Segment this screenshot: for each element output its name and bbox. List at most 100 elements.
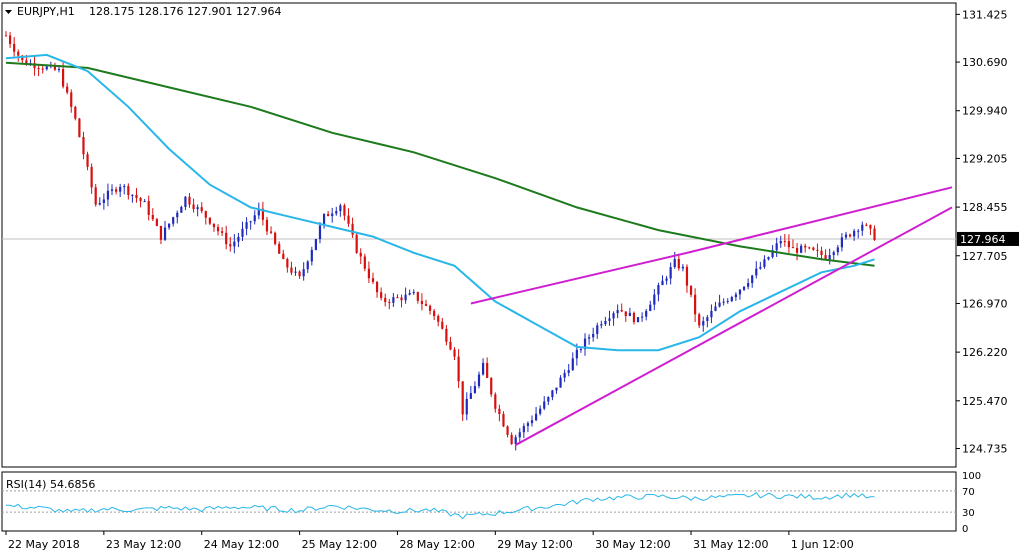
candle-body — [343, 205, 346, 216]
candle-body — [253, 215, 256, 222]
candle-body — [57, 69, 61, 71]
candle-body — [359, 252, 362, 257]
candle-body — [702, 321, 705, 326]
price-tick-label: 130.690 — [962, 56, 1008, 69]
candle-body — [396, 297, 399, 299]
candle-body — [449, 341, 452, 350]
candle-body — [726, 301, 729, 303]
candle-body — [836, 247, 839, 253]
candle-body — [318, 225, 322, 240]
candle-body — [559, 377, 562, 388]
candle-body — [8, 35, 12, 44]
price-axis: 131.425 130.690 129.940 129.205 128.455 127.7… — [956, 8, 1008, 456]
candle-body — [816, 249, 819, 251]
candle-body — [539, 408, 542, 414]
candle-body — [714, 306, 717, 311]
candle-body — [147, 201, 150, 215]
candle-body — [763, 259, 766, 267]
candle-body — [824, 255, 827, 260]
candle-body — [200, 207, 203, 212]
rsi-tick-label: 30 — [962, 508, 975, 519]
price-tick-label: 129.940 — [962, 105, 1008, 118]
candle-body — [151, 214, 154, 220]
price-tick-label: 129.205 — [962, 152, 1008, 165]
candle-body — [335, 211, 338, 214]
candle-body — [473, 386, 477, 394]
candle-body — [502, 414, 505, 427]
candle-body — [216, 227, 220, 232]
candle-body — [274, 232, 277, 244]
candle-body — [734, 294, 737, 298]
candle-body — [192, 204, 195, 210]
candle-body — [567, 370, 570, 373]
candle-body — [571, 358, 574, 371]
candle-body — [844, 234, 848, 238]
candle-body — [265, 219, 269, 232]
candle-body — [90, 166, 93, 188]
candle-body — [791, 247, 795, 249]
time-tick-label: 22 May 2018 — [8, 538, 80, 551]
candle-body — [37, 68, 40, 70]
candle-body — [698, 314, 701, 326]
candle-body — [657, 285, 660, 295]
candle-body — [347, 215, 350, 224]
candle-body — [114, 189, 118, 192]
moving-averages — [5, 53, 875, 352]
candle-body — [775, 243, 778, 251]
time-tick-label: 29 May 12:00 — [497, 538, 572, 551]
candle-body — [783, 240, 786, 242]
candle-body — [865, 224, 868, 226]
candle-body — [490, 377, 493, 395]
candle-body — [212, 223, 216, 228]
candle-body — [412, 292, 415, 294]
candle-body — [755, 268, 758, 276]
candle-body — [400, 297, 403, 301]
candle-body — [861, 224, 864, 231]
candle-body — [106, 190, 110, 200]
candle-body — [168, 223, 171, 228]
candle-body — [25, 60, 28, 65]
candle-body — [649, 304, 652, 311]
candle-body — [547, 397, 550, 402]
candle-body — [804, 245, 807, 248]
main-plot-frame — [1, 2, 957, 468]
candle-body — [722, 301, 725, 303]
price-tick-label: 125.470 — [962, 395, 1008, 408]
candle-body — [196, 207, 199, 210]
candle-body — [241, 228, 244, 237]
candle-body — [155, 219, 158, 226]
candle-body — [857, 230, 860, 232]
candle-body — [441, 321, 444, 329]
candle-body — [800, 245, 803, 253]
candle-body — [245, 222, 248, 229]
candle-body — [139, 198, 142, 202]
candle-body — [514, 437, 517, 445]
candle-body — [424, 304, 428, 306]
candle-body — [694, 294, 697, 315]
price-tick-label: 126.970 — [962, 297, 1008, 310]
time-tick-label: 28 May 12:00 — [399, 538, 474, 551]
rsi-plot-frame — [1, 471, 957, 532]
candle-body — [575, 349, 578, 359]
candle-body — [604, 320, 607, 325]
chart-ohlc: 128.175 128.176 127.901 127.964 — [89, 5, 281, 18]
candle-body — [302, 269, 305, 277]
candle-body — [832, 252, 835, 256]
candle-body — [445, 328, 448, 342]
candles — [4, 31, 876, 451]
candle-body — [600, 324, 603, 326]
candle-body — [579, 349, 583, 351]
candle-body — [840, 237, 844, 248]
candle-body — [738, 289, 742, 295]
candle-body — [375, 281, 379, 293]
candle-body — [583, 338, 587, 350]
candle-body — [616, 310, 619, 314]
candle-body — [61, 69, 65, 87]
price-tick-label: 124.735 — [962, 443, 1008, 456]
candle-body — [131, 194, 134, 196]
candle-body — [208, 217, 211, 224]
candle-body — [53, 65, 57, 70]
trendlines — [470, 186, 953, 446]
dropdown-triangle-icon[interactable] — [5, 10, 12, 14]
